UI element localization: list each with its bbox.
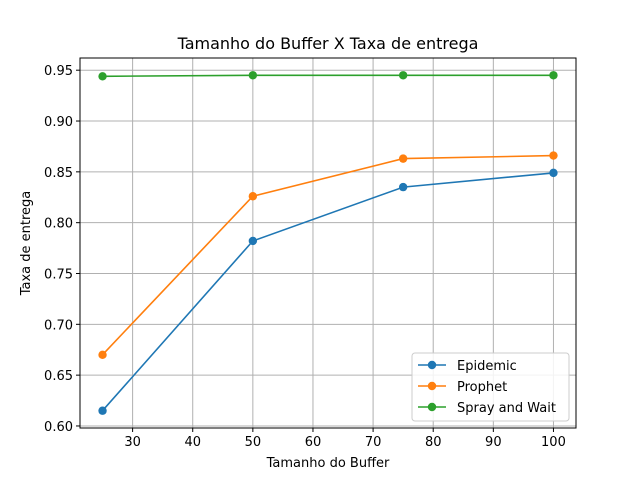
y-tick-label: 0.90	[44, 115, 73, 130]
chart-title: Tamanho do Buffer X Taxa de entrega	[177, 34, 479, 53]
x-axis-label: Tamanho do Buffer	[266, 456, 390, 471]
x-tick-label: 70	[365, 435, 382, 450]
y-tick-label: 0.60	[44, 420, 73, 435]
legend-label-epidemic: Epidemic	[457, 359, 517, 374]
series-line-epidemic	[101, 172, 554, 412]
x-tick-label: 50	[245, 435, 262, 450]
y-axis-label: Taxa de entrega	[19, 191, 34, 297]
data-point-spray-and-wait	[398, 71, 408, 80]
x-tick-label: 90	[485, 435, 502, 450]
data-point-prophet	[549, 151, 558, 160]
data-point-prophet	[98, 350, 107, 360]
x-tick-label: 30	[124, 435, 141, 450]
plot-frame	[79, 57, 577, 429]
data-point-prophet	[398, 154, 408, 163]
y-tick-label: 0.65	[44, 369, 73, 384]
series-layer	[98, 71, 558, 415]
grid-lines	[80, 58, 576, 428]
legend-marker-spray-and-wait	[427, 402, 437, 412]
x-tick-label: 100	[541, 435, 566, 450]
series-line-spray-and-wait	[102, 74, 554, 78]
data-point-epidemic	[398, 182, 408, 192]
data-point-epidemic	[549, 168, 558, 178]
legend-box	[411, 352, 570, 422]
legend-marker-prophet	[427, 381, 437, 391]
data-point-epidemic	[98, 406, 107, 415]
legend-label-spray-and-wait: Spray and Wait	[457, 401, 556, 416]
series-line-prophet	[101, 154, 554, 356]
data-point-epidemic	[248, 236, 258, 246]
legend-marker-epidemic	[427, 360, 437, 370]
data-point-spray-and-wait	[549, 71, 558, 80]
x-tick-label: 60	[305, 435, 322, 450]
y-tick-label: 0.75	[44, 267, 73, 282]
axis-ticks: 30 40 50 60 70 80 90 100 0.60 0.65 0.70 0.75 0.80 0.8…	[44, 64, 566, 450]
y-tick-label: 0.95	[44, 64, 73, 79]
y-tick-label: 0.80	[44, 217, 73, 232]
legend: Epidemic Prophet Spray and Wait	[411, 352, 570, 422]
data-point-spray-and-wait	[98, 72, 107, 81]
data-point-prophet	[248, 192, 258, 201]
x-tick-label: 40	[184, 435, 201, 450]
legend-label-prophet: Prophet	[457, 380, 507, 395]
x-tick-label: 80	[425, 435, 442, 450]
y-tick-label: 0.85	[44, 166, 73, 181]
data-point-spray-and-wait	[248, 71, 258, 80]
y-tick-label: 0.70	[44, 318, 73, 333]
